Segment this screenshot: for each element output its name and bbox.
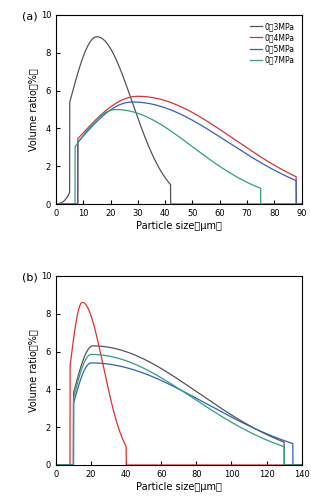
0．4MPa [67,201,70,207]
0．5MPa [174,384,178,390]
0．3MPa [293,462,296,468]
Y-axis label: Volume ratio（%）: Volume ratio（%） [28,68,38,151]
Line: 0．7MPa: 0．7MPa [56,354,302,465]
0．5MPa [131,99,134,105]
0．5MPa [89,360,93,366]
0．7MPa [174,384,178,390]
0．4MPa [248,146,251,152]
Line: 0．4MPa: 0．4MPa [56,302,302,465]
0．4MPa [293,462,296,468]
0．7MPa [167,380,171,386]
0．5MPa [174,109,178,115]
0．3MPa [167,180,171,186]
X-axis label: Particle size（μm）: Particle size（μm） [136,220,222,230]
0．3MPa [174,201,178,207]
0．3MPa [300,201,304,207]
0．4MPa [174,102,178,107]
0．3MPa [54,201,58,207]
0．7MPa [293,462,296,468]
0．4MPa [67,462,70,468]
0．4MPa [293,173,296,179]
0．3MPa [293,201,297,207]
0．4MPa [293,173,296,179]
0．5MPa [293,177,296,183]
Y-axis label: Volume ratio（%）: Volume ratio（%） [28,329,38,412]
0．7MPa [293,201,296,207]
0．7MPa [248,180,251,186]
0．5MPa [293,177,296,183]
0．5MPa [54,201,58,207]
Line: 0．5MPa: 0．5MPa [56,363,302,465]
0．3MPa [248,201,252,207]
0．7MPa [174,132,178,138]
Line: 0．3MPa: 0．3MPa [56,36,302,204]
0．4MPa [54,201,58,207]
0．5MPa [54,462,58,468]
0．4MPa [167,462,171,468]
0．7MPa [293,462,296,468]
0．3MPa [174,374,178,380]
0．7MPa [54,201,58,207]
0．5MPa [167,381,171,387]
Line: 0．4MPa: 0．4MPa [56,96,302,204]
0．7MPa [300,462,304,468]
Legend: 0．3MPa, 0．4MPa, 0．5MPa, 0．7MPa: 0．3MPa, 0．4MPa, 0．5MPa, 0．7MPa [247,19,298,68]
Text: (b): (b) [21,272,37,282]
0．3MPa [167,370,171,376]
0．5MPa [248,153,251,159]
0．5MPa [167,106,171,112]
0．4MPa [54,462,58,468]
0．3MPa [248,422,251,428]
X-axis label: Particle size（μm）: Particle size（μm） [136,482,222,492]
0．7MPa [89,352,93,358]
0．3MPa [54,462,58,468]
0．3MPa [293,201,296,207]
0．7MPa [67,201,70,207]
Line: 0．7MPa: 0．7MPa [56,110,302,204]
0．7MPa [54,462,58,468]
0．4MPa [167,99,171,105]
0．4MPa [293,462,296,468]
0．3MPa [95,34,99,40]
0．4MPa [136,94,140,100]
0．4MPa [248,462,251,468]
Line: 0．3MPa: 0．3MPa [56,346,302,465]
0．5MPa [248,423,251,429]
0．3MPa [169,201,173,207]
0．7MPa [167,126,171,132]
0．4MPa [300,462,304,468]
0．7MPa [248,429,251,435]
0．3MPa [67,192,70,198]
0．4MPa [174,462,178,468]
0．7MPa [114,106,118,112]
0．5MPa [300,462,304,468]
0．3MPa [91,343,95,349]
0．5MPa [300,201,304,207]
0．3MPa [67,462,70,468]
0．7MPa [67,462,70,468]
0．5MPa [293,462,296,468]
0．5MPa [67,462,70,468]
0．5MPa [67,201,70,207]
0．7MPa [300,201,304,207]
0．5MPa [293,462,296,468]
Text: (a): (a) [21,11,37,21]
0．4MPa [300,201,304,207]
0．3MPa [300,462,304,468]
Line: 0．5MPa: 0．5MPa [56,102,302,204]
0．3MPa [293,462,296,468]
0．7MPa [293,201,296,207]
0．4MPa [81,300,84,306]
